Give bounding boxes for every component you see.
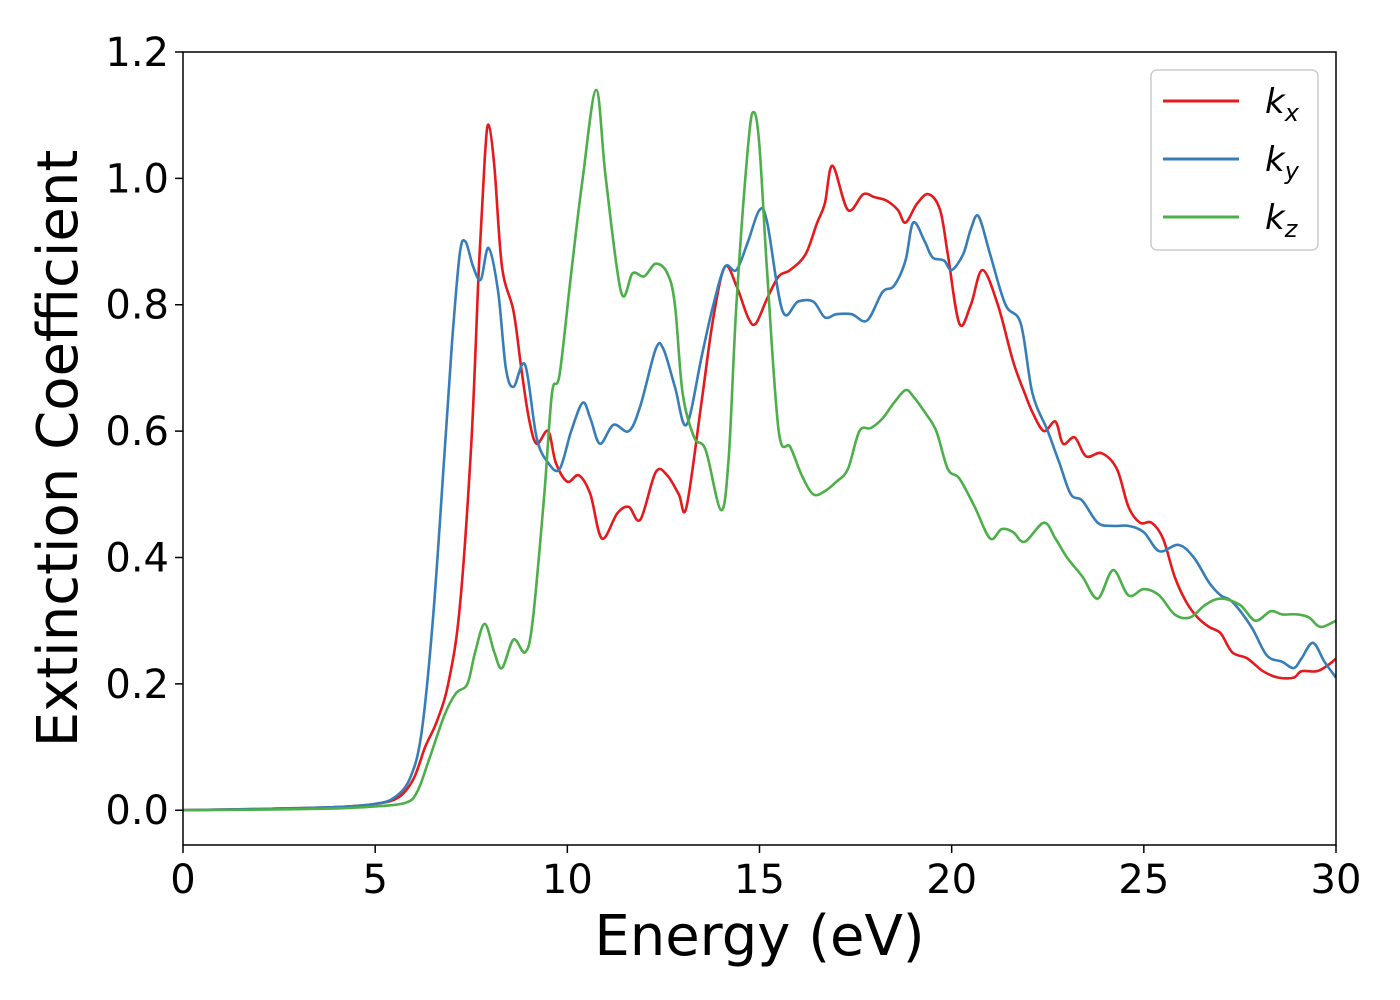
y-tick-label: 1.2 [105,30,169,76]
x-axis-title: Energy (eV) [594,904,924,969]
y-tick-label: 0.8 [105,283,169,329]
x-axis-ticks: 0 5 10 15 20 25 30 [170,845,1361,903]
legend-label-ky: ky [1265,140,1300,185]
plot-lines [183,88,1336,812]
series-line-kx [183,123,1336,812]
y-axis-ticks: 0.0 0.2 0.4 0.6 0.8 1.0 1.2 [105,30,183,834]
x-tick-label: 5 [362,857,387,903]
y-tick-label: 0.6 [105,409,169,455]
y-tick-label: 1.0 [105,156,169,202]
series-line-ky [183,206,1336,812]
x-tick-label: 30 [1311,857,1362,903]
legend-label-kz: kz [1265,198,1299,243]
x-tick-label: 25 [1118,857,1169,903]
x-tick-label: 15 [734,857,785,903]
x-tick-label: 0 [170,857,195,903]
x-tick-label: 20 [926,857,977,903]
series-line-kz [183,88,1336,812]
y-tick-label: 0.0 [105,788,169,834]
legend-label-kx: kx [1265,82,1300,127]
y-axis-title: Extinction Coefficient [26,150,91,748]
legend: kx ky kz [1150,69,1319,251]
y-tick-label: 0.2 [105,662,169,708]
x-tick-label: 10 [542,857,593,903]
y-tick-label: 0.4 [105,535,169,581]
